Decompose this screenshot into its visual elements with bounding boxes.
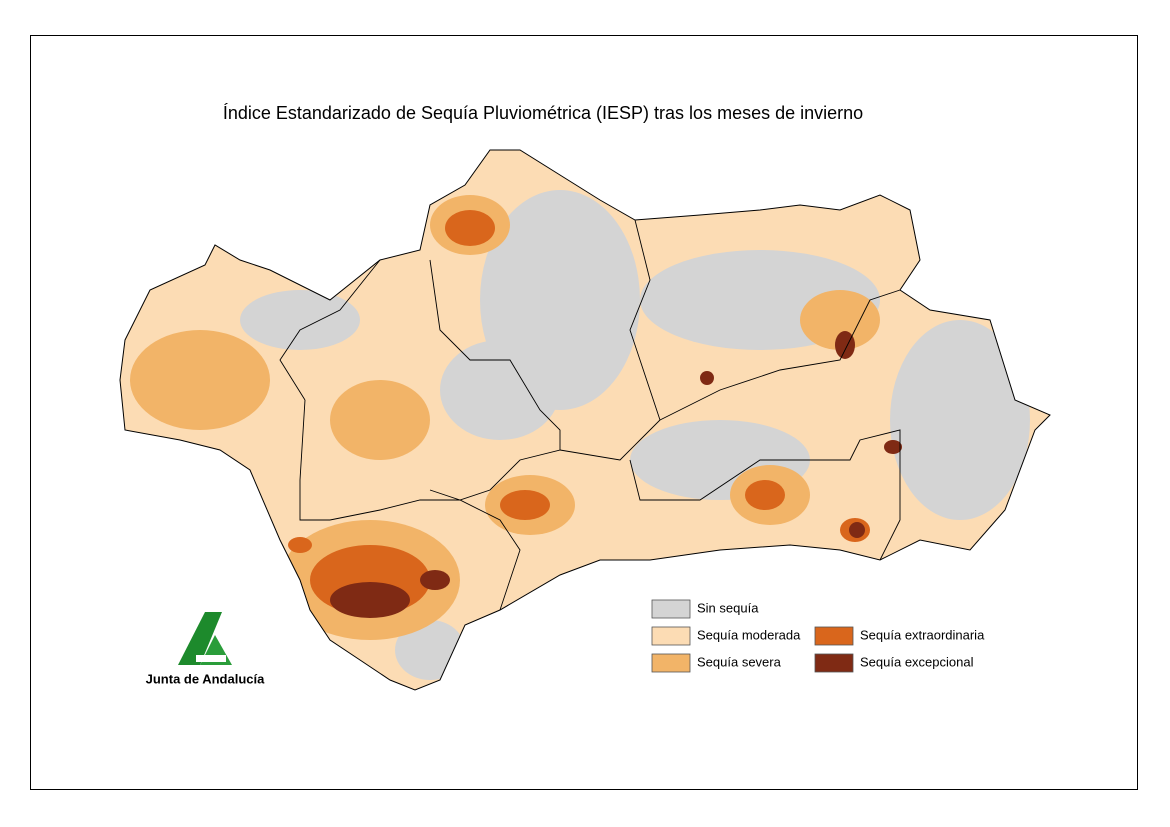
legend-swatch (814, 626, 854, 646)
legend-swatch (651, 626, 691, 646)
legend-label: Sequía severa (697, 654, 782, 669)
legend-swatch (651, 653, 691, 673)
legend-label: Sequía moderada (697, 627, 801, 642)
legend-label: Sequía extraordinaria (860, 627, 985, 642)
legend-swatch (814, 653, 854, 673)
logo-text: Junta de Andalucía (146, 671, 265, 686)
map-title: Índice Estandarizado de Sequía Pluviomét… (223, 103, 863, 123)
logo: Junta de Andalucía (146, 612, 265, 686)
legend-swatch (651, 599, 691, 619)
legend-label: Sin sequía (697, 600, 759, 615)
province-borders (279, 219, 901, 611)
legend: Sin sequía Sequía moderada Sequía severa Se… (651, 599, 985, 673)
legend-label: Sequía excepcional (860, 654, 974, 669)
